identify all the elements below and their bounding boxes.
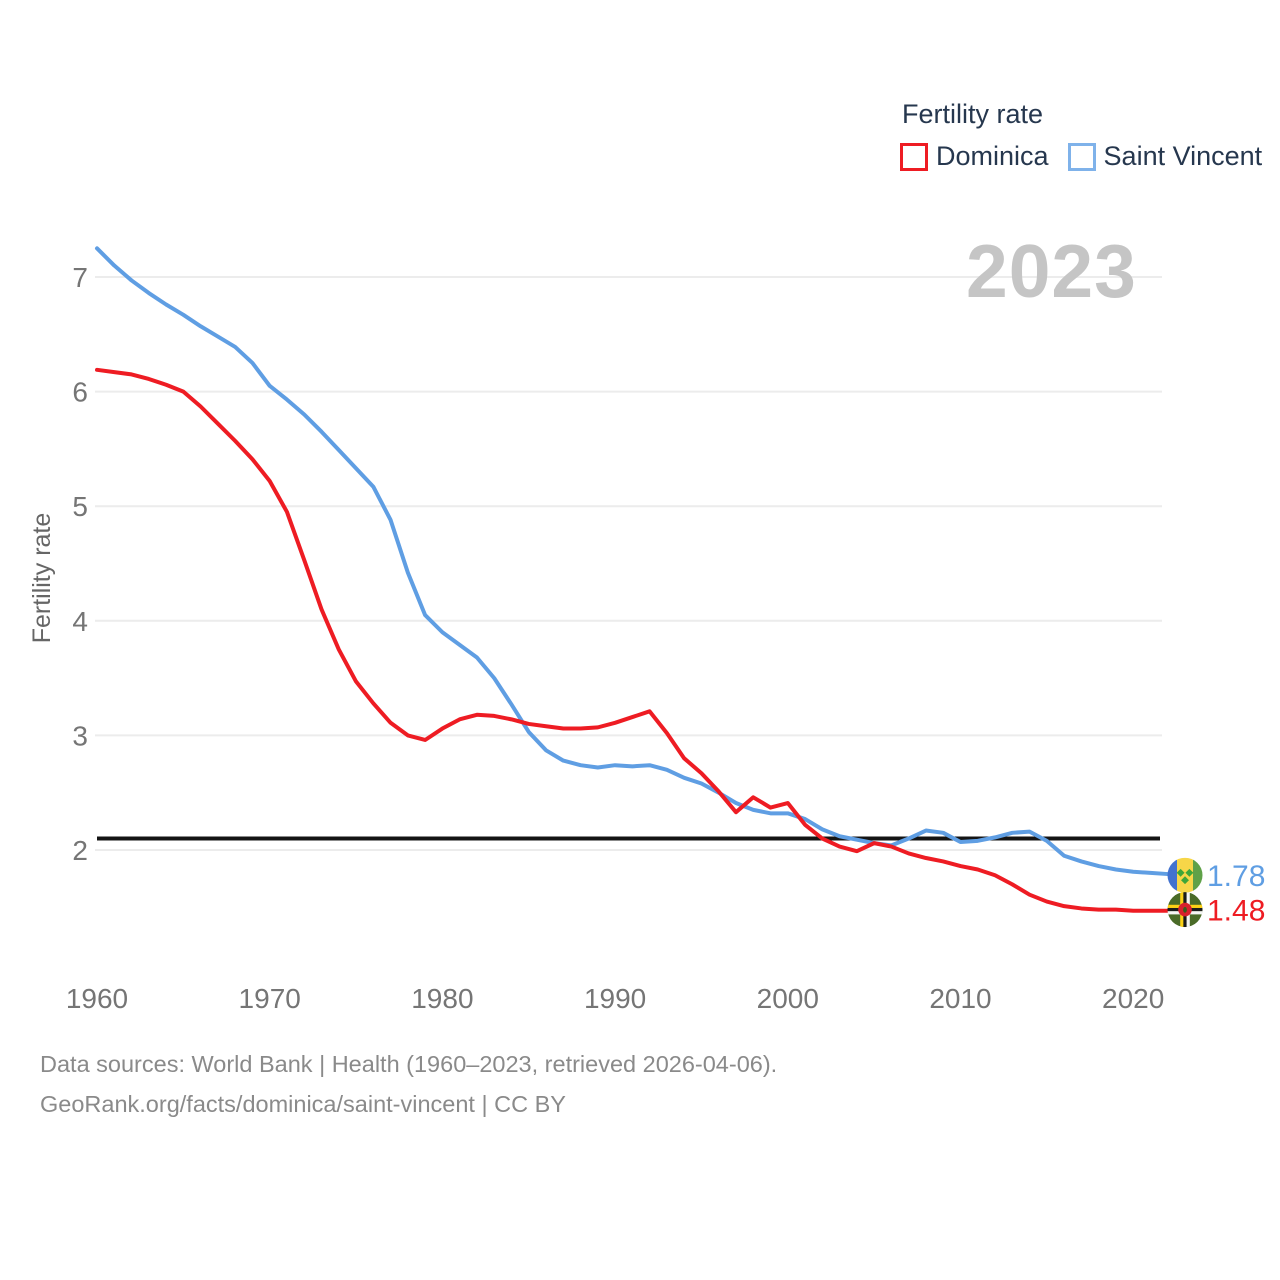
year-watermark: 2023 bbox=[966, 229, 1137, 313]
data-sources: Data sources: World Bank | Health (1960–… bbox=[40, 1044, 777, 1124]
y-axis-title: Fertility rate bbox=[28, 513, 56, 644]
y-tick-6: 6 bbox=[72, 377, 88, 408]
data-series bbox=[95, 246, 1187, 913]
saint-vincent-flag-icon bbox=[1167, 857, 1203, 893]
y-tick-3: 3 bbox=[72, 720, 88, 751]
x-tick-1960: 1960 bbox=[66, 983, 128, 1014]
line-dominica bbox=[95, 367, 1187, 913]
y-tick-7: 7 bbox=[72, 262, 88, 293]
y-tick-2: 2 bbox=[72, 835, 88, 866]
x-tick-1980: 1980 bbox=[411, 983, 473, 1014]
x-tick-2020: 2020 bbox=[1102, 983, 1164, 1014]
dominica-swatch bbox=[900, 142, 928, 171]
saint-vincent-swatch bbox=[1067, 142, 1096, 171]
dominica-end-value: 1.48 bbox=[1207, 895, 1265, 928]
y-tick-4: 4 bbox=[72, 606, 88, 637]
source-line-2: GeoRank.org/facts/dominica/saint-vincent… bbox=[40, 1091, 566, 1117]
x-tick-1970: 1970 bbox=[239, 983, 301, 1014]
legend-label-saint-vincent: Saint Vincent bbox=[1103, 141, 1263, 171]
x-tick-2010: 2010 bbox=[929, 983, 991, 1014]
legend: Fertility rate Dominica Saint Vincent bbox=[900, 99, 1280, 172]
x-tick-2000: 2000 bbox=[757, 983, 819, 1014]
legend-label-dominica: Dominica bbox=[936, 141, 1049, 171]
x-tick-1990: 1990 bbox=[584, 983, 646, 1014]
legend-title: Fertility rate bbox=[902, 99, 1044, 129]
line-saint-vincent bbox=[95, 246, 1187, 878]
saint-vincent-end-value: 1.78 bbox=[1207, 860, 1265, 893]
axis-labels: 2 3 4 5 6 7 1960 1970 1980 1990 2000 2010 2020 Fertil… bbox=[28, 262, 1164, 1014]
dominica-flag-icon bbox=[1167, 892, 1203, 928]
gridlines bbox=[95, 276, 1162, 851]
y-tick-5: 5 bbox=[72, 491, 88, 522]
source-line-1: Data sources: World Bank | Health (1960–… bbox=[40, 1051, 778, 1077]
